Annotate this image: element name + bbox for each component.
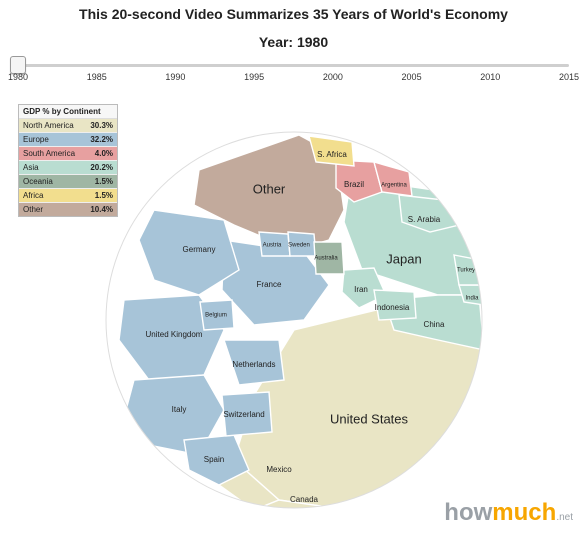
legend-name: South America <box>19 149 81 158</box>
cell-label: Italy <box>171 405 186 414</box>
page-title: This 20-second Video Summarizes 35 Years… <box>0 0 587 22</box>
legend-title: GDP % by Continent <box>19 105 117 119</box>
legend-row: North America30.3% <box>19 119 117 133</box>
legend-row: Africa1.5% <box>19 189 117 203</box>
voronoi-chart: United States Mexico Canada Japan China India… <box>104 130 484 510</box>
cell-label: Sweden <box>288 243 310 249</box>
cell-label: S. Arabia <box>407 215 440 224</box>
cell-label: S. Africa <box>317 150 347 159</box>
year-prefix: Year: <box>259 34 297 50</box>
legend-name: Other <box>19 205 81 214</box>
legend-value: 10.4% <box>81 205 117 214</box>
slider-track <box>18 64 569 67</box>
cell-label: Canada <box>289 495 318 504</box>
legend-value: 30.3% <box>81 121 117 130</box>
cell-label: Germany <box>182 245 215 254</box>
cell-label: Indonesia <box>374 303 409 312</box>
timeline-tick: 1985 <box>87 72 107 82</box>
cell-label: Other <box>252 181 285 196</box>
timeline-tick: 2005 <box>402 72 422 82</box>
cell-label: Netherlands <box>232 360 275 369</box>
brand-much: much <box>492 499 556 526</box>
legend-name: Asia <box>19 163 81 172</box>
timeline-tick: 1980 <box>8 72 28 82</box>
legend-name: Europe <box>19 135 81 144</box>
legend-value: 4.0% <box>81 149 117 158</box>
legend-value: 20.2% <box>81 163 117 172</box>
cell-label: Brazil <box>343 180 363 189</box>
legend-name: North America <box>19 121 81 130</box>
cell-label: Australia <box>314 256 338 262</box>
legend-value: 1.5% <box>81 191 117 200</box>
cell-label: France <box>256 280 281 289</box>
timeline-tick: 1995 <box>244 72 264 82</box>
cell-label: United States <box>329 411 408 426</box>
timeline-tick: 2015 <box>559 72 579 82</box>
cell-label: Japan <box>386 251 421 266</box>
cell-label: China <box>423 320 444 329</box>
cell-label: Iran <box>354 285 368 294</box>
cell-label: India <box>465 296 479 302</box>
timeline-tick: 1990 <box>165 72 185 82</box>
legend-value: 32.2% <box>81 135 117 144</box>
legend-row: South America4.0% <box>19 147 117 161</box>
cell-label: Argentina <box>381 183 407 189</box>
legend-row: Europe32.2% <box>19 133 117 147</box>
brand-logo: howmuch.net <box>444 499 573 527</box>
timeline-tick: 2010 <box>480 72 500 82</box>
legend-name: Africa <box>19 191 81 200</box>
cell-label: United Kingdom <box>145 330 202 339</box>
cell-label: Spain <box>203 455 223 464</box>
legend-row: Asia20.2% <box>19 161 117 175</box>
cell-label: Belgium <box>205 313 227 319</box>
cell-label: Austria <box>262 243 281 249</box>
legend-value: 1.5% <box>81 177 117 186</box>
cell-label: Switzerland <box>223 410 264 419</box>
year-value: 1980 <box>297 34 328 50</box>
year-label: Year: 1980 <box>0 34 587 50</box>
legend-row: Oceania1.5% <box>19 175 117 189</box>
timeline-slider[interactable]: 19801985199019952000200520102015 <box>18 58 569 82</box>
timeline-tick: 2000 <box>323 72 343 82</box>
cell-label: Mexico <box>266 465 292 474</box>
legend-name: Oceania <box>19 177 81 186</box>
brand-net: .net <box>556 512 573 523</box>
legend-row: Other10.4% <box>19 203 117 216</box>
cell-label: Turkey <box>456 268 474 274</box>
legend: GDP % by Continent North America30.3%Eur… <box>18 104 118 217</box>
brand-how: how <box>444 499 492 526</box>
